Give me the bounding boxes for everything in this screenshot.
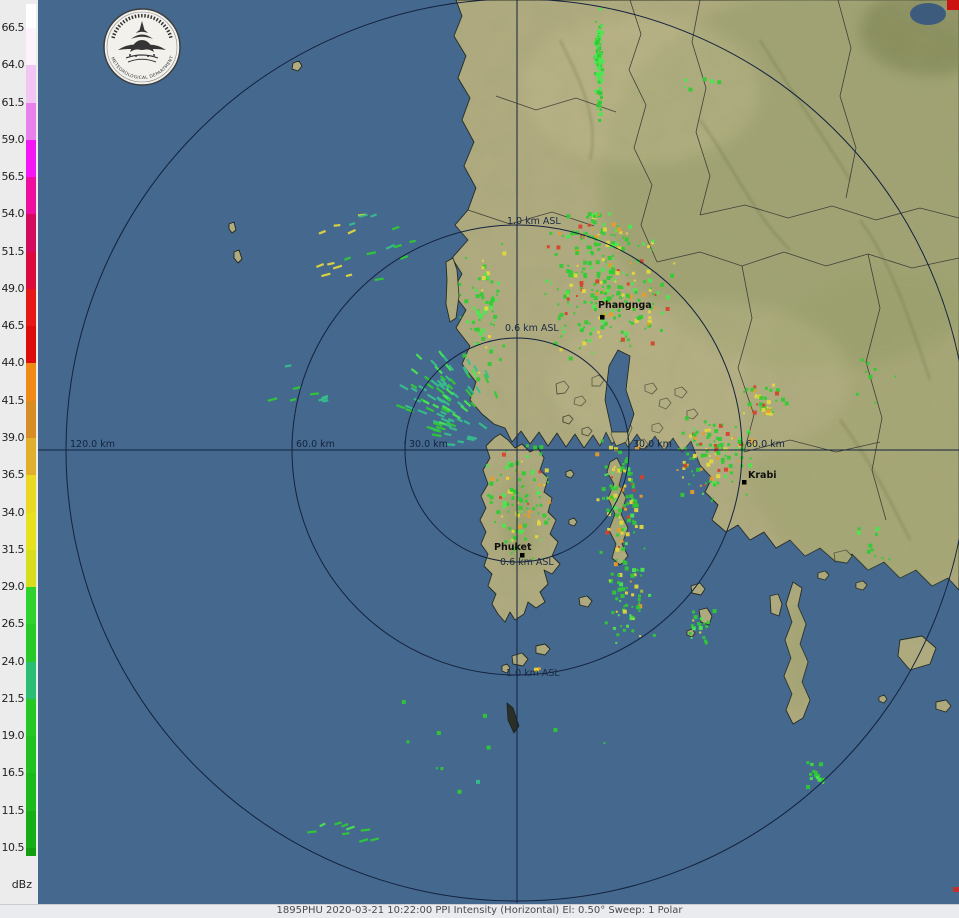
colorbar-segment [26, 437, 36, 476]
colorbar-label: 41.5 [1, 393, 25, 407]
corner-mark [953, 887, 959, 892]
colorbar-segment [26, 661, 36, 699]
colorbar-segment [26, 251, 36, 289]
colorbar-segment [26, 587, 36, 625]
colorbar-segment [26, 4, 36, 28]
colorbar-segment [26, 512, 36, 550]
range-ring-label: 60.0 km [746, 439, 785, 450]
colorbar-label: 54.0 [1, 207, 25, 221]
logo-thai-text-arc [111, 13, 173, 39]
city-label: Phuket [494, 542, 532, 553]
tmd-emblem [118, 21, 166, 63]
colorbar-label: 59.0 [1, 132, 25, 146]
colorbar-label: 31.5 [1, 542, 25, 556]
colorbar-segment [26, 288, 36, 327]
colorbar-segment [26, 400, 36, 438]
city-label: Krabi [748, 470, 777, 481]
colorbar-segment [26, 698, 36, 737]
colorbar [26, 0, 36, 860]
range-ring-label: 30.0 km [633, 439, 672, 450]
colorbar-segment [26, 549, 36, 588]
colorbar-label: 16.5 [1, 766, 25, 780]
city-marker [600, 315, 605, 320]
colorbar-label: 19.0 [1, 729, 25, 743]
corner-marks [947, 0, 959, 892]
colorbar-label: 56.5 [1, 170, 25, 184]
colorbar-label: 39.0 [1, 430, 25, 444]
colorbar-label: 44.0 [1, 356, 25, 370]
bay-inlet [604, 349, 635, 433]
colorbar-label: 46.5 [1, 319, 25, 333]
colorbar-unit-label: dBz [11, 878, 32, 891]
colorbar-label: 64.0 [1, 58, 25, 72]
colorbar-segment [26, 847, 36, 856]
beam-height-label: 0.6 km ASL [505, 323, 559, 334]
colorbar-segment [26, 102, 36, 140]
colorbar-segment [26, 214, 36, 252]
colorbar-segment [26, 773, 36, 811]
map-label-layer: 30.0 km 30.0 km 60.0 km 60.0 km 120.0 km 1.0 … [70, 216, 785, 679]
radar-echo-layer [267, 7, 897, 843]
colorbar-segment [26, 177, 36, 215]
colorbar-segment [26, 326, 36, 364]
status-text: 1895PHU 2020-03-21 10:22:00 PPI Intensit… [276, 905, 683, 916]
colorbar-label: 29.0 [1, 580, 25, 594]
colorbar-label: 66.5 [1, 21, 25, 34]
colorbar-segment [26, 28, 36, 66]
colorbar-label: 61.5 [1, 95, 25, 109]
colorbar-segment [26, 65, 36, 103]
corner-mark [947, 0, 959, 10]
tmd-logo: METEOROLOGICAL DEPARTMENT [103, 8, 181, 86]
colorbar-label: 10.5 [1, 840, 25, 854]
colorbar-label: 49.0 [1, 281, 25, 295]
city-marker [520, 553, 525, 558]
colorbar-label: 34.0 [1, 505, 25, 519]
city-marker [742, 480, 747, 485]
colorbar-label: 24.0 [1, 654, 25, 668]
colorbar-segment [26, 810, 36, 848]
colorbar-label: 26.5 [1, 617, 25, 631]
range-ring-label: 60.0 km [296, 439, 335, 450]
colorbar-label: 21.5 [1, 691, 25, 705]
reflectivity-scale: 66.5 64.0 61.5 59.0 56.5 54.0 51.5 49.0 46.5 44.0… [0, 0, 38, 918]
colorbar-segment [26, 363, 36, 401]
city-label: Phangnga [598, 300, 652, 311]
range-ring-label: 30.0 km [409, 439, 448, 450]
colorbar-segment [26, 475, 36, 513]
beam-height-label: 0.6 km ASL [500, 557, 554, 568]
range-ring-label: 120.0 km [70, 439, 115, 450]
colorbar-label: 36.5 [1, 468, 25, 482]
colorbar-segment [26, 139, 36, 178]
colorbar-label: 51.5 [1, 244, 25, 258]
beam-height-label: 1.0 km ASL [506, 668, 560, 679]
ne-water-patch [910, 3, 946, 25]
colorbar-segment [26, 624, 36, 662]
colorbar-segment [26, 736, 36, 774]
colorbar-label: 11.5 [1, 803, 25, 817]
beam-height-label: 1.0 km ASL [507, 216, 561, 227]
status-bar: 1895PHU 2020-03-21 10:22:00 PPI Intensit… [0, 904, 959, 918]
